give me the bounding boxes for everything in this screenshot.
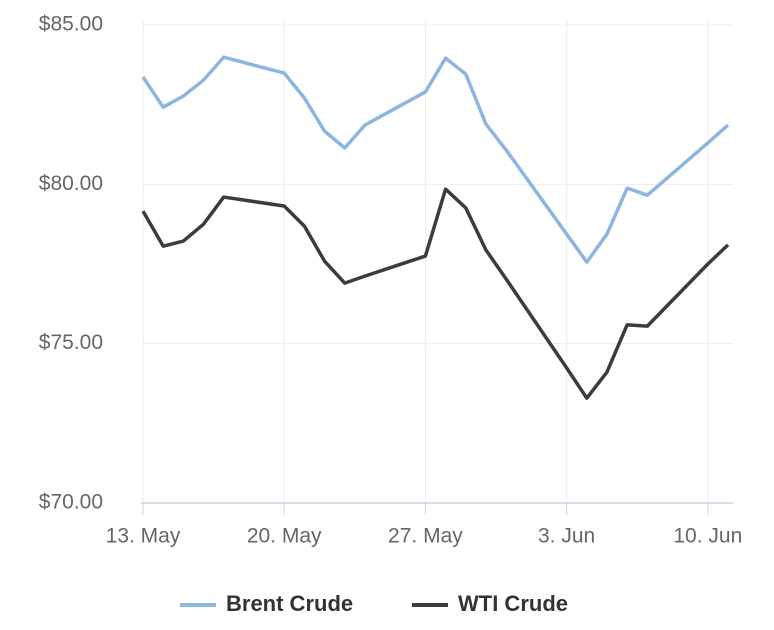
series-line bbox=[141, 55, 730, 264]
y-tick-label: $70.00 bbox=[39, 491, 103, 514]
y-tick-label: $85.00 bbox=[39, 13, 103, 36]
x-tick-label: 20. May bbox=[247, 525, 322, 548]
x-tick-label: 3. Jun bbox=[538, 525, 595, 548]
y-tick-label: $80.00 bbox=[39, 172, 103, 195]
y-tick-label: $75.00 bbox=[39, 331, 103, 354]
series-line bbox=[141, 187, 730, 400]
x-tick-label: 13. May bbox=[106, 525, 181, 548]
legend-label: WTI Crude bbox=[458, 591, 568, 616]
legend-label: Brent Crude bbox=[226, 591, 353, 616]
x-tick-label: 27. May bbox=[388, 525, 463, 548]
x-tick-label: 10. Jun bbox=[673, 525, 742, 548]
